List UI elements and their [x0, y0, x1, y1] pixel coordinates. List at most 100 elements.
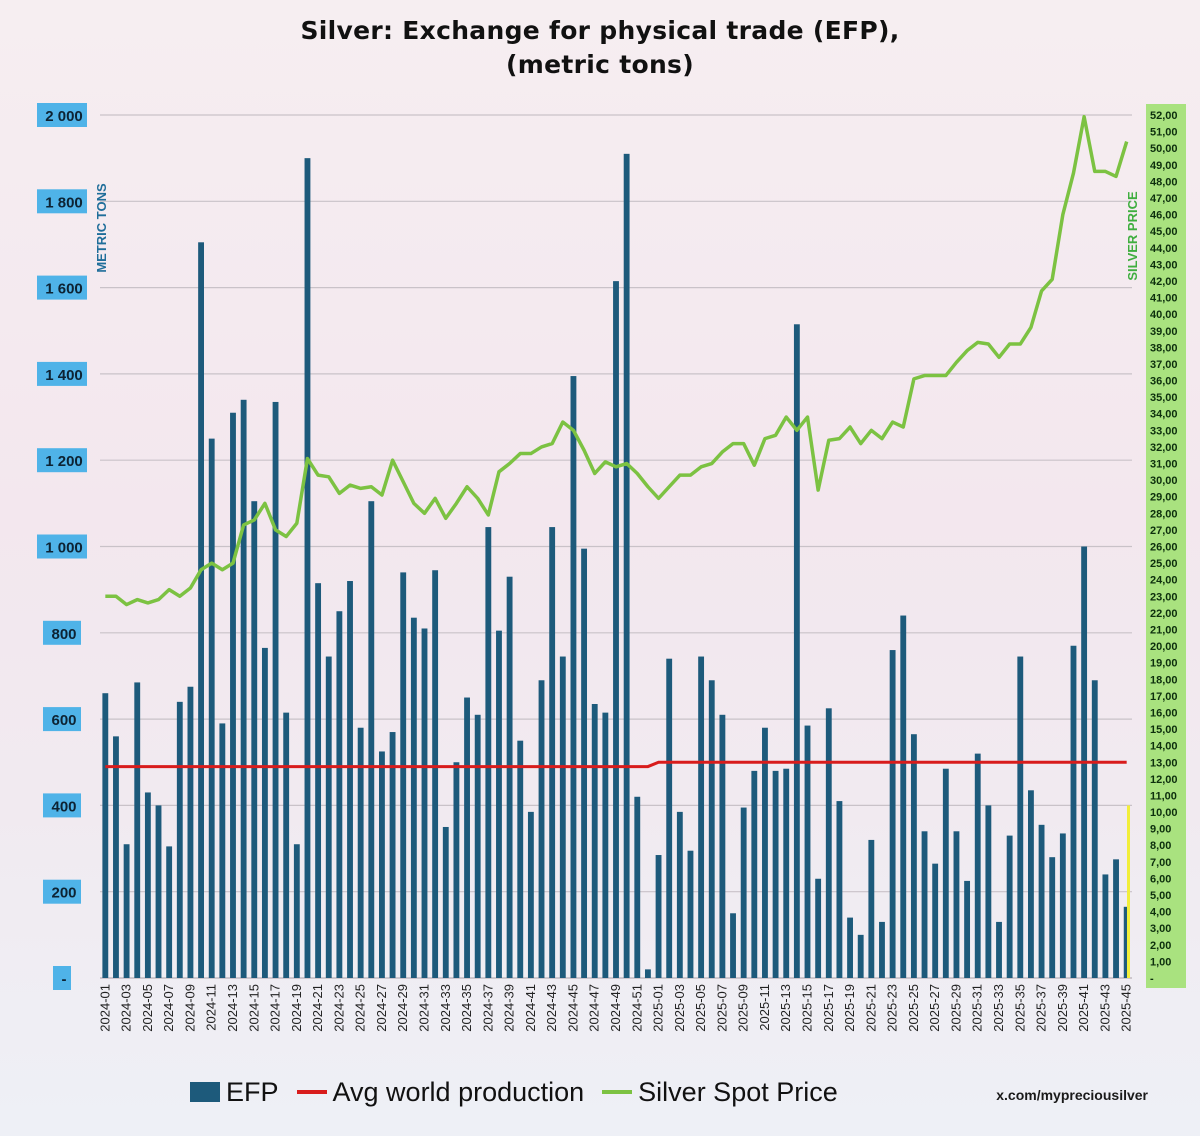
right-tick-label: 36,00	[1150, 376, 1178, 388]
efp-bar	[570, 376, 577, 978]
right-tick-label: 29,00	[1150, 492, 1178, 504]
x-tick-label: 2025-11	[757, 984, 772, 1031]
right-tick-label: 22,00	[1150, 608, 1178, 620]
efp-bar	[857, 934, 864, 978]
efp-bar	[453, 762, 460, 978]
x-tick-label: 2024-39	[502, 984, 517, 1032]
right-tick-label: 16,00	[1150, 707, 1178, 719]
right-tick-label: 40,00	[1150, 309, 1178, 321]
efp-bar	[1059, 833, 1066, 978]
efp-bar	[910, 734, 917, 978]
x-tick-label: 2025-23	[885, 984, 900, 1032]
efp-bar	[496, 630, 502, 978]
efp-bar	[144, 792, 151, 978]
x-tick-label: 2025-09	[736, 984, 751, 1032]
right-tick-label: 12,00	[1150, 774, 1178, 786]
efp-bar	[464, 697, 470, 978]
right-tick-label: 50,00	[1150, 143, 1178, 155]
right-tick-label: 7,00	[1150, 857, 1171, 869]
right-tick-label: 8,00	[1150, 840, 1171, 852]
efp-bar	[219, 723, 226, 978]
efp-bar	[964, 880, 971, 978]
right-tick-label: 1,00	[1150, 956, 1171, 968]
efp-bar	[655, 855, 662, 978]
efp-bar	[932, 863, 939, 978]
right-tick-label: 27,00	[1150, 525, 1178, 537]
x-tick-label: 2025-01	[651, 984, 666, 1032]
x-tick-label: 2024-33	[438, 984, 453, 1032]
x-tick-label: 2024-41	[523, 984, 538, 1032]
efp-bar	[293, 844, 300, 978]
efp-bar	[1102, 874, 1109, 978]
efp-bar	[1038, 824, 1045, 978]
legend-item-spot: Silver Spot Price	[602, 1077, 838, 1108]
right-tick-label: 17,00	[1150, 691, 1178, 703]
left-tick-label: 1 000	[45, 540, 83, 557]
chart-title-line1: Silver: Exchange for physical trade (EFP…	[300, 16, 900, 45]
right-tick-label: 11,00	[1150, 790, 1177, 802]
x-tick-label: 2025-13	[778, 984, 793, 1032]
left-tick-label: 1 800	[45, 194, 83, 211]
x-tick-label: 2025-35	[1012, 984, 1027, 1032]
efp-bar	[666, 658, 673, 978]
x-tick-label: 2024-45	[565, 984, 580, 1032]
x-tick-label: 2024-27	[374, 984, 389, 1032]
efp-bar	[559, 656, 566, 978]
left-tick-bg	[37, 103, 87, 127]
right-tick-label: 32,00	[1150, 442, 1178, 454]
x-tick-label: 2025-03	[672, 984, 687, 1032]
right-tick-label: 9,00	[1150, 824, 1171, 836]
x-tick-label: 2024-11	[204, 984, 219, 1031]
legend-item-avg: Avg world production	[296, 1076, 585, 1108]
efp-bar	[868, 839, 875, 978]
x-axis: 2024-01 2024-03 2024-05 2024-07 2024-09 2024-…	[97, 984, 1133, 1032]
legend-label-spot: Silver Spot Price	[638, 1076, 838, 1107]
left-tick-label: 1 400	[45, 367, 83, 384]
efp-bar	[1113, 859, 1119, 978]
legend-label-avg: Avg world production	[332, 1076, 585, 1107]
efp-bar	[251, 501, 258, 978]
efp-bar	[357, 727, 364, 978]
efp-bar	[485, 527, 492, 978]
efp-bar	[985, 805, 992, 978]
right-tick-label: -	[1150, 973, 1154, 985]
right-tick-label: 37,00	[1150, 359, 1178, 371]
efp-bar	[240, 399, 247, 978]
legend: EFP Avg world production Silver Spot Pri…	[190, 1072, 856, 1112]
x-tick-label: 2024-17	[268, 984, 283, 1032]
efp-bar	[261, 647, 268, 978]
highlight-bar	[1127, 805, 1130, 978]
efp-bar	[123, 844, 130, 978]
chart-title: Silver: Exchange for physical trade (EFP…	[0, 14, 1200, 82]
x-tick-label: 2025-15	[800, 984, 815, 1032]
right-axis-label: SILVER PRICE	[1125, 191, 1140, 281]
x-tick-label: 2024-19	[289, 984, 304, 1032]
efp-bar	[602, 712, 609, 978]
legend-label-efp: EFP	[226, 1076, 279, 1107]
efp-bar	[304, 158, 311, 978]
right-tick-label: 52,00	[1150, 110, 1178, 122]
right-tick-label: 13,00	[1150, 757, 1178, 769]
right-tick-label: 18,00	[1150, 674, 1178, 686]
right-tick-label: 49,00	[1150, 160, 1178, 172]
right-axis: - 1,00 2,00 3,00 4,00 5,00 6,00 7,00 8,00 9,00 10,…	[1146, 104, 1186, 988]
efp-bar	[921, 831, 928, 978]
x-tick-label: 2025-21	[863, 984, 878, 1032]
left-tick-label: -	[62, 971, 67, 988]
x-tick-label: 2025-39	[1055, 984, 1070, 1032]
left-tick-bg	[43, 879, 81, 904]
right-tick-label: 33,00	[1150, 425, 1178, 437]
efp-bar	[442, 826, 449, 978]
left-tick-bg	[43, 707, 81, 732]
efp-bar	[506, 576, 513, 978]
legend-swatch-spot	[602, 1090, 633, 1094]
x-tick-label: 2024-03	[119, 984, 134, 1032]
right-tick-label: 42,00	[1150, 276, 1178, 288]
efp-bar	[847, 917, 853, 978]
right-tick-label: 38,00	[1150, 342, 1178, 354]
credit-text: x.com/mypreciousilver	[996, 1087, 1148, 1103]
right-tick-label: 39,00	[1150, 326, 1178, 338]
efp-bar	[772, 770, 779, 978]
efp-bar	[1028, 790, 1034, 978]
efp-bar	[1049, 857, 1056, 978]
